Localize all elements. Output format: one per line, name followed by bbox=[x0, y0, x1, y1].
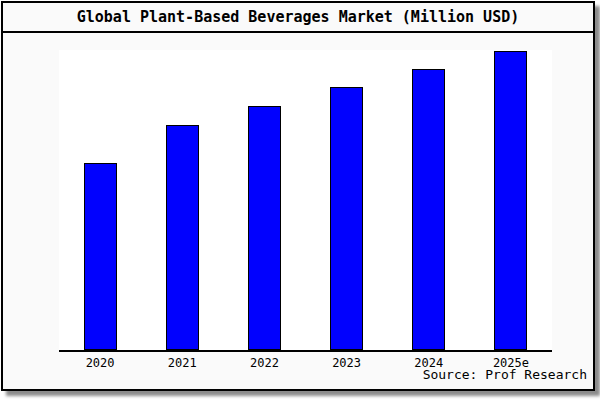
bar-2020 bbox=[84, 163, 117, 350]
bar-2022 bbox=[248, 106, 281, 350]
bar-slot-2025e bbox=[470, 50, 552, 350]
bar-slot-2022 bbox=[223, 50, 305, 350]
bar-2021 bbox=[166, 125, 199, 350]
source-credit: Source: Prof Research bbox=[423, 367, 587, 382]
chart-panel: Global Plant-Based Beverages Market (Mil… bbox=[1, 1, 595, 391]
bar-slot-2023 bbox=[306, 50, 388, 350]
bar-2025e bbox=[494, 51, 527, 350]
bars-container bbox=[59, 50, 552, 350]
bar-slot-2020 bbox=[59, 50, 141, 350]
x-tick-label-2023: 2023 bbox=[306, 356, 388, 370]
bar-slot-2021 bbox=[141, 50, 223, 350]
bar-2023 bbox=[330, 87, 363, 350]
x-tick-label-2022: 2022 bbox=[223, 356, 305, 370]
chart-title: Global Plant-Based Beverages Market (Mil… bbox=[3, 3, 593, 33]
x-tick-label-2021: 2021 bbox=[141, 356, 223, 370]
chart-screenshot: Global Plant-Based Beverages Market (Mil… bbox=[0, 0, 600, 400]
x-tick-label-2020: 2020 bbox=[59, 356, 141, 370]
bar-2024 bbox=[412, 69, 445, 350]
bar-slot-2024 bbox=[388, 50, 470, 350]
plot-area bbox=[59, 50, 552, 352]
